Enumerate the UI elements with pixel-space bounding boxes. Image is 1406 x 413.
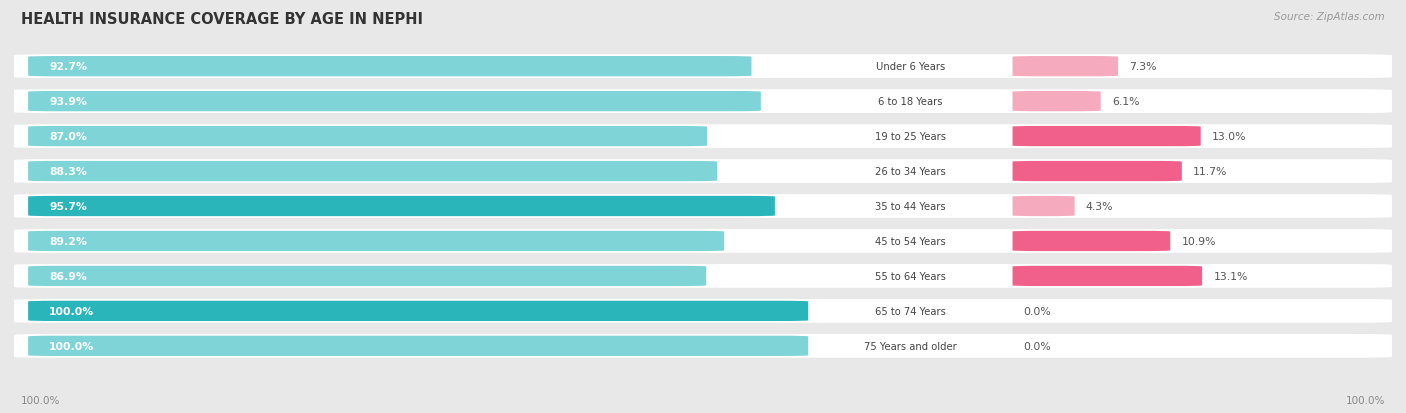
FancyBboxPatch shape — [808, 336, 1012, 356]
FancyBboxPatch shape — [808, 127, 1012, 147]
Text: 89.2%: 89.2% — [49, 236, 87, 247]
FancyBboxPatch shape — [14, 195, 1392, 218]
Text: 45 to 54 Years: 45 to 54 Years — [875, 236, 946, 247]
Text: 19 to 25 Years: 19 to 25 Years — [875, 132, 946, 142]
FancyBboxPatch shape — [1012, 197, 1074, 216]
Text: 35 to 44 Years: 35 to 44 Years — [875, 202, 946, 211]
Text: 75 Years and older: 75 Years and older — [865, 341, 956, 351]
FancyBboxPatch shape — [14, 90, 1392, 114]
Text: 10.9%: 10.9% — [1181, 236, 1216, 247]
FancyBboxPatch shape — [28, 301, 808, 321]
FancyBboxPatch shape — [14, 264, 1392, 288]
Text: 55 to 64 Years: 55 to 64 Years — [875, 271, 946, 281]
FancyBboxPatch shape — [28, 161, 717, 182]
FancyBboxPatch shape — [28, 266, 706, 286]
FancyBboxPatch shape — [28, 57, 751, 77]
FancyBboxPatch shape — [1012, 231, 1170, 252]
FancyBboxPatch shape — [28, 92, 761, 112]
Text: 100.0%: 100.0% — [21, 395, 60, 405]
FancyBboxPatch shape — [1012, 57, 1118, 77]
FancyBboxPatch shape — [14, 125, 1392, 149]
Text: 95.7%: 95.7% — [49, 202, 87, 211]
Text: 100.0%: 100.0% — [1346, 395, 1385, 405]
FancyBboxPatch shape — [808, 92, 1012, 112]
Text: 87.0%: 87.0% — [49, 132, 87, 142]
Text: 100.0%: 100.0% — [49, 306, 94, 316]
FancyBboxPatch shape — [808, 197, 1012, 216]
Text: 0.0%: 0.0% — [1024, 341, 1052, 351]
Text: 6 to 18 Years: 6 to 18 Years — [879, 97, 942, 107]
FancyBboxPatch shape — [14, 299, 1392, 323]
Text: 11.7%: 11.7% — [1194, 166, 1227, 177]
FancyBboxPatch shape — [808, 161, 1012, 182]
FancyBboxPatch shape — [808, 266, 1012, 286]
FancyBboxPatch shape — [808, 231, 1012, 252]
FancyBboxPatch shape — [1012, 92, 1101, 112]
Text: 93.9%: 93.9% — [49, 97, 87, 107]
FancyBboxPatch shape — [808, 301, 1012, 321]
Text: 13.0%: 13.0% — [1212, 132, 1247, 142]
FancyBboxPatch shape — [14, 230, 1392, 253]
Text: 26 to 34 Years: 26 to 34 Years — [875, 166, 946, 177]
Text: 0.0%: 0.0% — [1024, 306, 1052, 316]
Text: Source: ZipAtlas.com: Source: ZipAtlas.com — [1274, 12, 1385, 22]
Text: Under 6 Years: Under 6 Years — [876, 62, 945, 72]
FancyBboxPatch shape — [1012, 127, 1201, 147]
FancyBboxPatch shape — [808, 57, 1012, 77]
FancyBboxPatch shape — [14, 334, 1392, 358]
FancyBboxPatch shape — [28, 231, 724, 252]
FancyBboxPatch shape — [14, 55, 1392, 79]
Text: 88.3%: 88.3% — [49, 166, 87, 177]
FancyBboxPatch shape — [28, 197, 775, 216]
Text: 4.3%: 4.3% — [1085, 202, 1114, 211]
Text: HEALTH INSURANCE COVERAGE BY AGE IN NEPHI: HEALTH INSURANCE COVERAGE BY AGE IN NEPH… — [21, 12, 423, 27]
FancyBboxPatch shape — [14, 160, 1392, 183]
FancyBboxPatch shape — [28, 127, 707, 147]
Text: 7.3%: 7.3% — [1129, 62, 1157, 72]
Text: 13.1%: 13.1% — [1213, 271, 1247, 281]
Text: 86.9%: 86.9% — [49, 271, 87, 281]
Text: 65 to 74 Years: 65 to 74 Years — [875, 306, 946, 316]
Text: 6.1%: 6.1% — [1112, 97, 1139, 107]
FancyBboxPatch shape — [1012, 266, 1202, 286]
FancyBboxPatch shape — [1012, 161, 1182, 182]
Text: 100.0%: 100.0% — [49, 341, 94, 351]
Text: 92.7%: 92.7% — [49, 62, 87, 72]
FancyBboxPatch shape — [28, 336, 808, 356]
